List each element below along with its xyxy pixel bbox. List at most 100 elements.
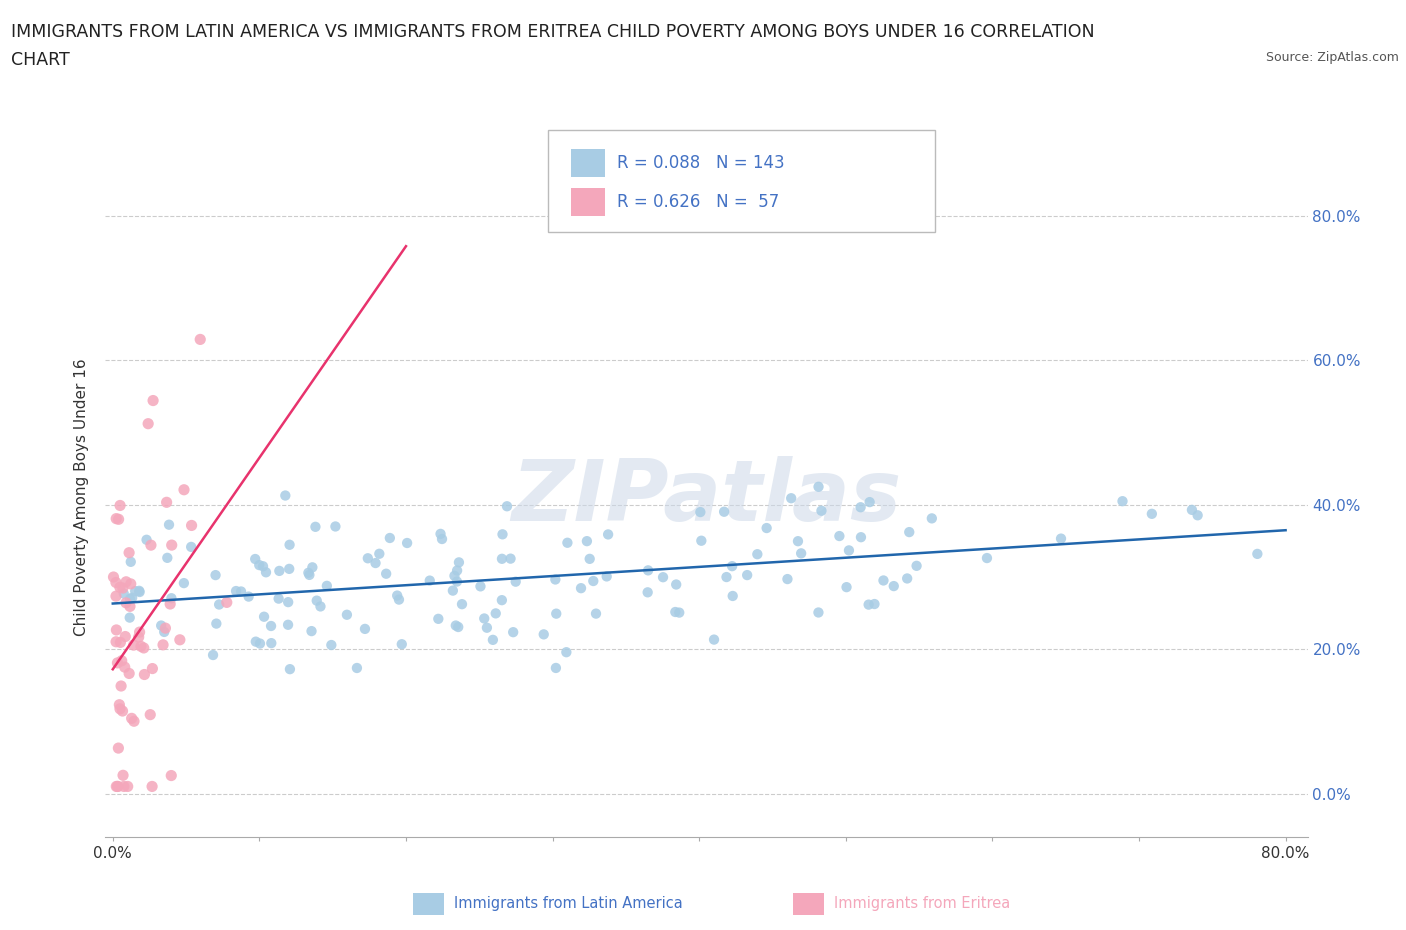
Point bbox=[735, 567, 758, 582]
Point bbox=[544, 572, 567, 587]
Point bbox=[427, 611, 450, 626]
Point bbox=[447, 619, 470, 634]
Point bbox=[652, 570, 675, 585]
Point bbox=[188, 332, 211, 347]
Point bbox=[169, 632, 191, 647]
Point bbox=[111, 580, 134, 595]
Point bbox=[1187, 508, 1209, 523]
Point bbox=[429, 526, 451, 541]
Point bbox=[491, 551, 513, 566]
Point bbox=[309, 599, 332, 614]
Point bbox=[107, 512, 129, 526]
Point bbox=[976, 551, 998, 565]
Text: Immigrants from Eritrea: Immigrants from Eritrea bbox=[834, 897, 1010, 911]
Y-axis label: Child Poverty Among Boys Under 16: Child Poverty Among Boys Under 16 bbox=[75, 359, 90, 636]
Point bbox=[575, 534, 598, 549]
Point bbox=[247, 558, 270, 573]
Point bbox=[807, 605, 830, 620]
Point bbox=[357, 551, 380, 565]
Point bbox=[713, 504, 735, 519]
Point bbox=[921, 511, 943, 525]
Point bbox=[598, 527, 620, 542]
Point bbox=[129, 639, 152, 654]
Point bbox=[502, 625, 524, 640]
Point bbox=[637, 563, 659, 578]
Point bbox=[446, 574, 468, 589]
Point bbox=[896, 571, 918, 586]
Point bbox=[430, 532, 453, 547]
Text: R = 0.088   N = 143: R = 0.088 N = 143 bbox=[617, 153, 785, 172]
Point bbox=[555, 644, 578, 659]
Point bbox=[883, 578, 905, 593]
Point bbox=[254, 565, 277, 579]
Point bbox=[325, 519, 347, 534]
Point bbox=[298, 567, 321, 582]
Point bbox=[721, 589, 744, 604]
Point bbox=[202, 647, 225, 662]
Point bbox=[810, 503, 832, 518]
Point bbox=[260, 618, 283, 633]
Point bbox=[104, 575, 127, 590]
Point bbox=[136, 417, 159, 432]
Point bbox=[278, 562, 301, 577]
Text: R = 0.626   N =  57: R = 0.626 N = 57 bbox=[617, 193, 779, 211]
Point bbox=[156, 495, 179, 510]
Point bbox=[582, 574, 605, 589]
Point bbox=[114, 659, 136, 674]
Point bbox=[544, 660, 567, 675]
Point bbox=[204, 567, 226, 582]
Point bbox=[245, 634, 267, 649]
Point bbox=[139, 538, 162, 552]
Text: Immigrants from Latin America: Immigrants from Latin America bbox=[454, 897, 683, 911]
Point bbox=[105, 512, 128, 526]
Point bbox=[245, 551, 267, 566]
Point bbox=[391, 637, 413, 652]
Point bbox=[499, 551, 522, 566]
Point bbox=[354, 621, 377, 636]
Point bbox=[755, 521, 778, 536]
Point bbox=[596, 569, 619, 584]
Point bbox=[321, 638, 343, 653]
Point bbox=[122, 714, 145, 729]
Point bbox=[905, 558, 928, 573]
Point bbox=[215, 595, 238, 610]
Point bbox=[721, 559, 744, 574]
Point bbox=[1050, 531, 1073, 546]
Point bbox=[364, 555, 387, 570]
Point bbox=[470, 578, 492, 593]
Point bbox=[112, 768, 135, 783]
Point bbox=[301, 560, 323, 575]
Point bbox=[690, 533, 713, 548]
Point bbox=[135, 532, 157, 547]
Point bbox=[134, 667, 156, 682]
Point bbox=[238, 589, 260, 604]
Point bbox=[664, 604, 686, 619]
Point bbox=[419, 573, 441, 588]
Point bbox=[122, 638, 145, 653]
Point bbox=[180, 539, 202, 554]
Point bbox=[443, 568, 465, 583]
Point bbox=[128, 583, 150, 598]
Point bbox=[305, 593, 328, 608]
Point bbox=[108, 498, 131, 513]
Point bbox=[278, 662, 301, 677]
Point bbox=[297, 565, 319, 580]
Point bbox=[446, 563, 468, 578]
Point bbox=[849, 530, 872, 545]
Point bbox=[173, 576, 195, 591]
Point bbox=[491, 592, 513, 607]
Point bbox=[225, 584, 247, 599]
Point bbox=[835, 579, 858, 594]
Point bbox=[665, 577, 688, 591]
Point bbox=[533, 627, 555, 642]
Point bbox=[156, 551, 179, 565]
Point bbox=[336, 607, 359, 622]
Point bbox=[118, 666, 141, 681]
Point bbox=[447, 555, 470, 570]
Point bbox=[132, 641, 155, 656]
Point bbox=[1246, 547, 1268, 562]
Point bbox=[107, 656, 129, 671]
Point bbox=[668, 605, 690, 620]
Point bbox=[496, 498, 519, 513]
Point bbox=[267, 591, 290, 606]
